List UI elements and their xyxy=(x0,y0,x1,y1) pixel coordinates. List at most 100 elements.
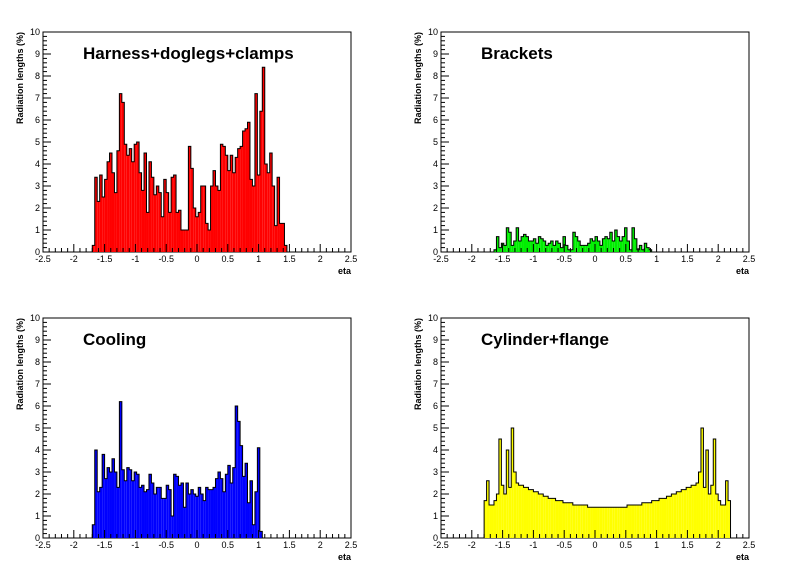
histogram-bin xyxy=(725,480,729,538)
histogram-bin xyxy=(486,480,490,538)
histogram-bin xyxy=(553,245,556,252)
histogram-bin xyxy=(609,507,613,538)
x-tick-label: -2 xyxy=(70,254,78,264)
histogram-bin xyxy=(614,230,618,252)
histogram-bin xyxy=(188,146,191,252)
histogram-bin xyxy=(208,489,211,538)
histogram-bin xyxy=(99,175,103,252)
histogram-bin xyxy=(498,247,502,252)
histogram-bin xyxy=(232,172,236,252)
histogram-bin xyxy=(614,507,618,538)
y-tick-label: 5 xyxy=(35,137,40,147)
histogram-bin xyxy=(592,507,595,538)
histogram-bin xyxy=(237,421,241,538)
histogram-bin xyxy=(254,491,258,538)
histogram-bin xyxy=(102,454,105,538)
histogram-bin xyxy=(180,230,184,252)
histogram-bin xyxy=(688,487,692,538)
histogram-bin xyxy=(203,500,206,538)
x-tick-label: 1.5 xyxy=(681,540,694,550)
histogram-bin xyxy=(222,146,226,252)
histogram-bin xyxy=(560,500,563,538)
histogram-bin xyxy=(151,177,154,252)
histogram-bin xyxy=(629,505,632,538)
histogram-bin xyxy=(126,467,130,538)
histogram-bin xyxy=(599,507,603,538)
y-tick-label: 10 xyxy=(428,313,438,323)
histogram-bin xyxy=(553,498,556,538)
histogram-bin xyxy=(107,467,110,538)
histogram-bin xyxy=(210,489,214,538)
y-axis: 0 1 2 3 4 5 6 7 8 9 10 xyxy=(30,313,51,543)
x-tick-label: -2.5 xyxy=(433,254,449,264)
histogram-bin xyxy=(252,524,255,538)
x-tick-label: 1 xyxy=(256,254,261,264)
histogram-bin xyxy=(153,194,157,252)
x-tick-label: -0.5 xyxy=(556,254,572,264)
histogram-bin xyxy=(530,241,534,252)
histogram-outline xyxy=(91,401,263,538)
histogram-bin xyxy=(622,507,625,538)
y-tick-label: 7 xyxy=(433,379,438,389)
histogram-bin xyxy=(523,487,526,538)
histogram-bin xyxy=(156,186,159,252)
y-tick-label: 10 xyxy=(30,313,40,323)
histogram-bin xyxy=(506,450,509,538)
histogram-bin xyxy=(491,505,494,538)
x-axis-label: eta xyxy=(338,552,352,562)
histogram-bin xyxy=(161,216,164,252)
histogram-bin xyxy=(696,483,699,538)
histogram-bin xyxy=(102,197,105,252)
histogram-bin xyxy=(277,177,280,252)
histogram-bin xyxy=(562,502,566,538)
histogram-bin xyxy=(141,485,145,538)
histogram-bin xyxy=(92,245,95,252)
histogram-bin xyxy=(681,489,684,538)
y-tick-label: 5 xyxy=(35,423,40,433)
x-tick-label: -0.5 xyxy=(158,254,174,264)
y-tick-label: 9 xyxy=(35,335,40,345)
histogram-bin xyxy=(678,491,682,538)
histogram-bin xyxy=(114,192,117,252)
histogram-bin xyxy=(627,505,630,538)
y-axis-label: Radiation lengths (%) xyxy=(413,318,423,410)
histogram-bin xyxy=(114,472,117,538)
histogram-bin xyxy=(131,480,135,538)
x-tick-label: 1.5 xyxy=(681,254,694,264)
histogram-bin xyxy=(242,131,246,252)
panel-title: Brackets xyxy=(481,44,553,63)
histogram-bin xyxy=(176,212,179,252)
x-tick-label: 2.5 xyxy=(743,254,756,264)
histogram-bin xyxy=(104,179,108,252)
y-tick-label: 0 xyxy=(433,533,438,543)
histogram-bin xyxy=(190,489,194,538)
histogram-bin xyxy=(97,491,100,538)
histogram-bin xyxy=(567,502,571,538)
x-axis: -2.5 -2 -1.5 -1 -0.5 0 0.5 1 1.5 2 2.5 xyxy=(433,530,755,550)
histogram-bin xyxy=(521,236,524,252)
histogram-bin xyxy=(595,236,598,252)
histogram-bin xyxy=(649,502,652,538)
histogram-bin xyxy=(718,500,721,538)
x-tick-label: -2 xyxy=(70,540,78,550)
y-tick-label: 6 xyxy=(35,115,40,125)
x-tick-label: -1.5 xyxy=(495,254,511,264)
y-tick-label: 5 xyxy=(433,423,438,433)
histogram-bin xyxy=(161,498,164,538)
histogram-bin xyxy=(146,212,149,252)
histogram-bin xyxy=(178,485,181,538)
histogram-bin xyxy=(651,500,655,538)
histogram-bin xyxy=(136,142,140,252)
histogram-bin xyxy=(604,236,608,252)
x-tick-label: -2.5 xyxy=(35,254,51,264)
histogram-bin xyxy=(582,245,586,252)
histogram-bin xyxy=(521,485,524,538)
histogram-bin xyxy=(683,489,687,538)
y-tick-label: 0 xyxy=(35,247,40,257)
histogram-bin xyxy=(646,502,650,538)
histogram-bin xyxy=(595,507,598,538)
histogram-bin xyxy=(225,155,228,252)
histogram-bin xyxy=(217,190,221,252)
histogram-bin xyxy=(619,241,623,252)
histogram-bin xyxy=(545,245,549,252)
